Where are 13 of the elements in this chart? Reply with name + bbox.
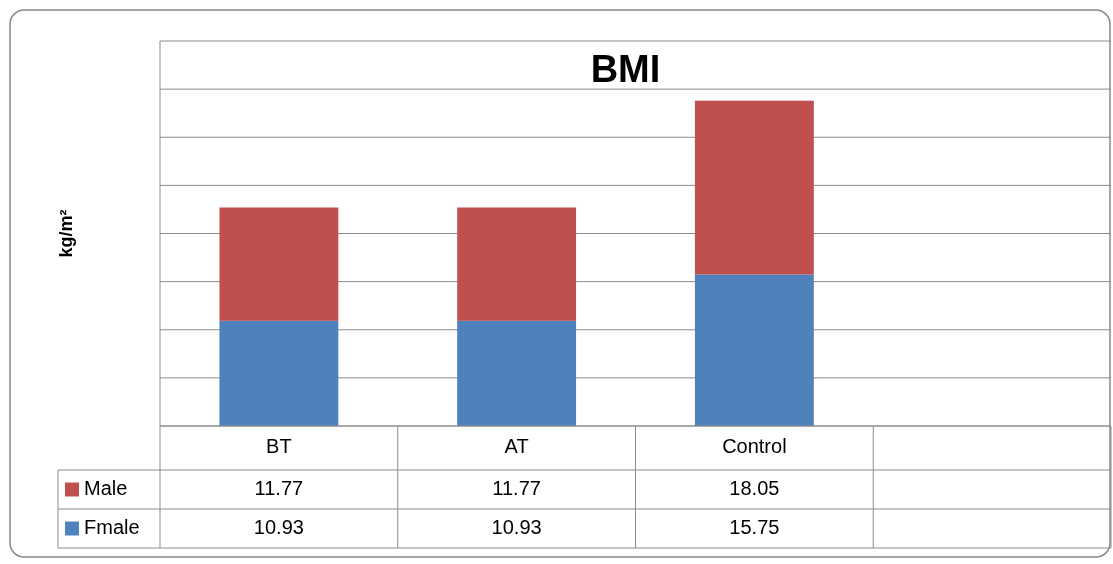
x-tick-label: BT: [266, 435, 292, 458]
chart-title: BMI: [590, 48, 661, 90]
x-tick-label: Control: [722, 435, 787, 458]
data-label: 10.93: [491, 515, 542, 538]
y-axis-title: kg/m²: [56, 209, 76, 258]
data-label: 11.77: [492, 476, 541, 499]
data-label: 18.05: [729, 476, 780, 499]
data-label: 15.75: [729, 515, 780, 538]
x-tick-label: AT: [504, 435, 529, 458]
legend-label: Male: [84, 476, 128, 499]
data-label: 10.93: [253, 515, 304, 538]
legend-label: Fmale: [84, 515, 140, 538]
data-label: 11.77: [254, 476, 304, 499]
